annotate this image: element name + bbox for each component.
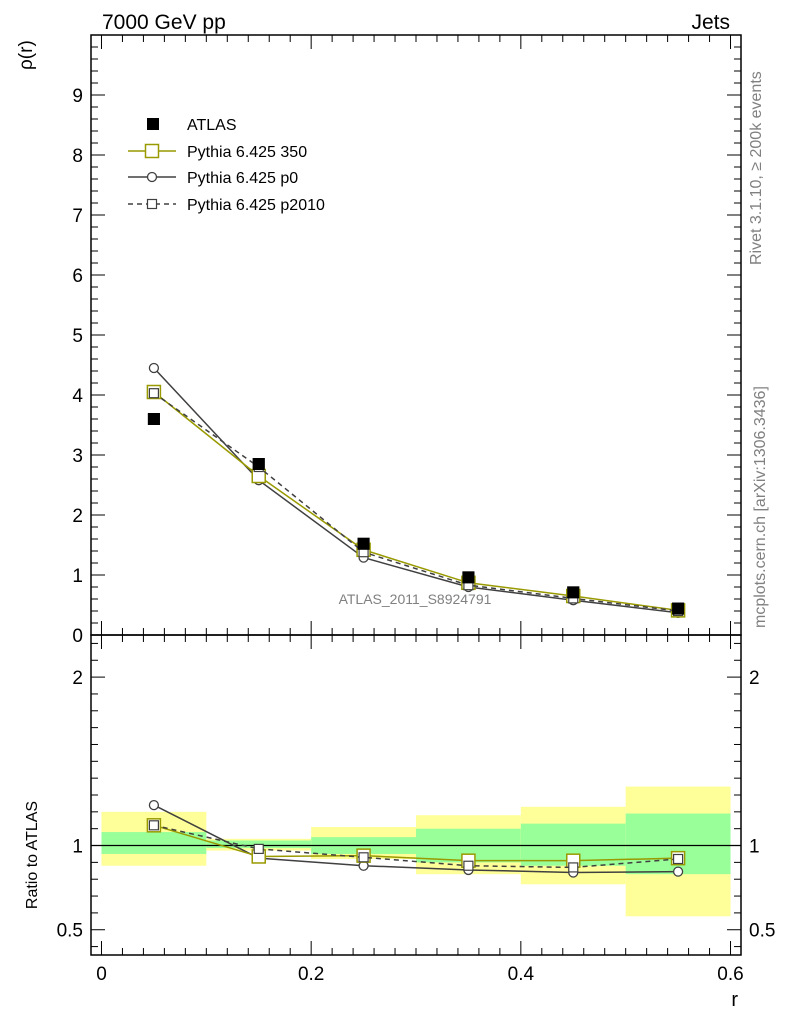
x-axis-label: r	[731, 989, 738, 1011]
y-tick-label: 0	[72, 626, 83, 647]
ratio-tick-label-right: 1	[749, 837, 760, 858]
x-tick-label: 0	[96, 964, 107, 985]
top-atlas-point	[357, 537, 370, 550]
ratio-tick-label-left: 2	[72, 668, 83, 689]
ratio-pythia-p2010-marker	[253, 843, 264, 854]
ratio-pythia-p2010-marker	[463, 860, 474, 871]
y-tick-label: 6	[72, 266, 83, 287]
top-atlas-point	[672, 602, 685, 615]
x-tick-label: 0.6	[717, 964, 743, 985]
top-pythia-p2010-marker	[148, 388, 160, 399]
y-tick-label: 1	[72, 566, 83, 587]
legend: ATLAS Pythia 6.425 350 Pythia 6.425 p0 Pyth…	[128, 117, 325, 214]
y-tick-label: 9	[72, 86, 83, 107]
ratio-pythia-p2010-marker	[358, 852, 369, 863]
x-tick-label: 0.2	[298, 964, 324, 985]
top-series-line	[153, 392, 679, 612]
top-atlas-point	[252, 458, 265, 470]
legend-pythia-350-marker	[144, 143, 160, 159]
ratio-series-line	[153, 824, 679, 862]
ratio-tick-label-left: 1	[72, 837, 83, 858]
ratio-pythia-p2010-marker	[672, 853, 684, 865]
top-atlas-point	[462, 571, 475, 584]
top-pythia-p0-marker	[148, 362, 160, 374]
x-tick-label: 0.4	[508, 964, 535, 985]
legend-pythia-p0-marker	[146, 171, 158, 183]
header-left: 7000 GeV pp	[102, 11, 226, 34]
bottom-y-axis-label: Ratio to ATLAS	[24, 801, 41, 909]
ratio-series-line	[153, 804, 679, 874]
ratio-tick-label-left: 0.5	[57, 921, 83, 942]
ratio-pythia-p0-marker	[148, 799, 160, 811]
mcplots-label: mcplots.cern.ch [arXiv:1306.3436]	[752, 386, 769, 628]
ratio-pythia-p0-marker	[672, 866, 684, 877]
rivet-label: Rivet 3.1.10, ≥ 200k events	[748, 71, 765, 265]
ratio-pythia-p2010-marker	[148, 820, 160, 831]
y-tick-label: 4	[72, 386, 83, 407]
bottom-panel: 0.5 0.5 1 1 2 2 0 0.2 0.4 0.6 Ratio to ATLAS r	[24, 634, 775, 1011]
top-series-line	[153, 367, 679, 614]
header-right: Jets	[691, 11, 730, 34]
ratio-series-line	[153, 824, 679, 869]
legend-entry-label: Pythia 6.425 p2010	[187, 197, 325, 214]
top-atlas-point	[567, 586, 580, 599]
y-tick-label: 3	[72, 446, 83, 467]
top-series-line	[153, 391, 679, 612]
ratio-pythia-p2010-marker	[568, 862, 579, 873]
legend-entry-label: ATLAS	[187, 117, 237, 134]
y-tick-label: 2	[72, 506, 83, 527]
ratio-tick-label-right: 2	[749, 668, 760, 689]
y-tick-label: 5	[72, 326, 83, 347]
watermark: ATLAS_2011_S8924791	[339, 591, 492, 607]
bottom-panel-frame	[90, 634, 742, 956]
top-y-axis-label: ρ(r)	[16, 40, 37, 70]
legend-atlas-marker	[147, 118, 159, 130]
legend-pythia-p2010-marker	[146, 198, 158, 210]
top-atlas-point	[147, 413, 160, 425]
ratio-tick-label-right: 0.5	[749, 921, 775, 942]
uncertainty-band-inner	[101, 832, 207, 854]
y-tick-label: 7	[72, 206, 83, 227]
y-tick-label: 8	[72, 146, 83, 167]
top-panel: 0 1 2 3 4 5 6 7 8 9 ATLAS_2011_S8924791 ρ(r) ATLA…	[16, 34, 742, 647]
legend-entry-label: Pythia 6.425 350	[187, 144, 307, 161]
legend-entry-label: Pythia 6.425 p0	[187, 170, 298, 187]
